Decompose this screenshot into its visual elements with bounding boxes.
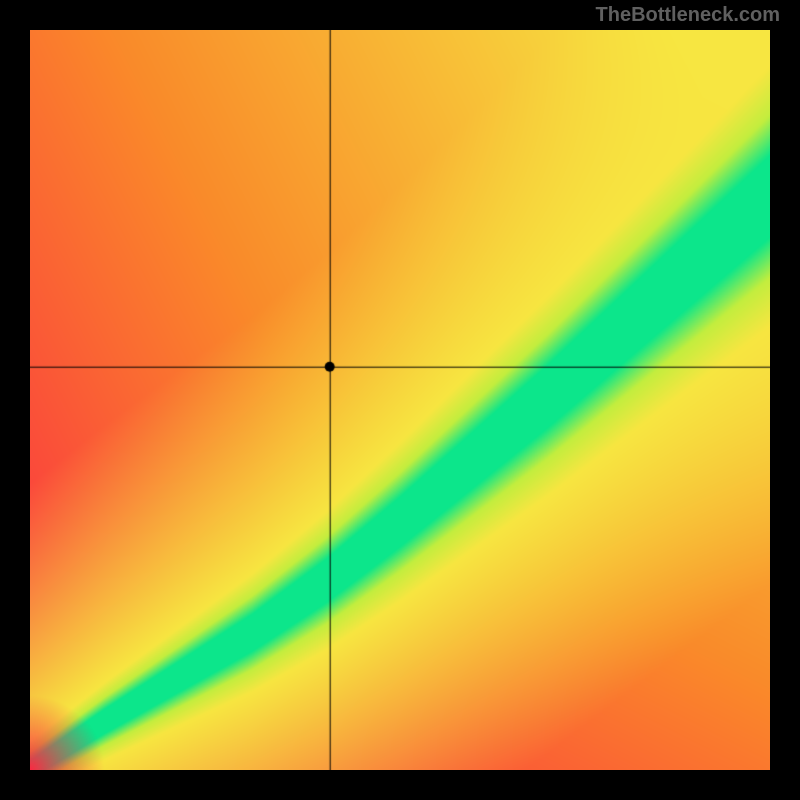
overlay-canvas xyxy=(30,30,770,770)
attribution-text: TheBottleneck.com xyxy=(596,4,780,27)
chart-container: TheBottleneck.com xyxy=(0,0,800,800)
plot-area xyxy=(30,30,770,770)
